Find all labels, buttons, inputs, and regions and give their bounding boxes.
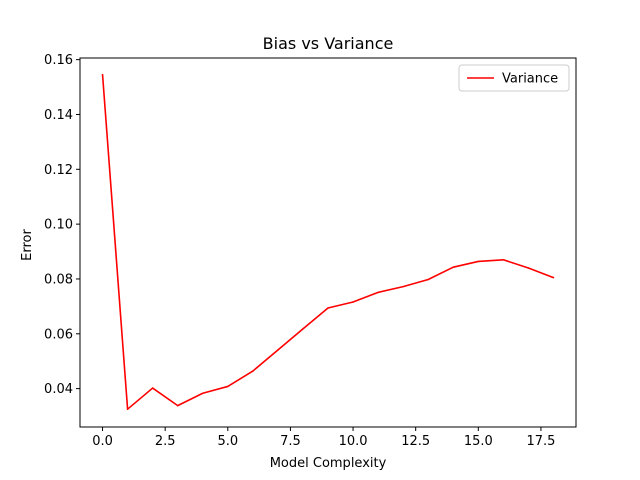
x-tick-label: 15.0 — [464, 434, 493, 449]
y-tick-label: 0.16 — [44, 53, 73, 68]
data-point — [101, 73, 104, 76]
x-tick-label: 0.0 — [92, 434, 113, 449]
y-axis-label: Error — [20, 229, 35, 261]
x-tick-label: 5.0 — [217, 434, 238, 449]
data-point — [477, 260, 480, 263]
plot-area — [79, 57, 577, 428]
data-point — [302, 328, 304, 330]
chart-title: Bias vs Variance — [263, 34, 394, 53]
data-point — [502, 258, 505, 261]
y-tick-label: 0.08 — [44, 272, 73, 287]
y-tick-label: 0.10 — [44, 218, 73, 233]
data-point — [201, 392, 204, 395]
y-tick-label: 0.14 — [44, 108, 73, 123]
data-point — [226, 385, 229, 388]
legend: Variance — [458, 64, 570, 92]
data-point — [176, 404, 179, 407]
legend-box — [458, 64, 570, 92]
data-point — [377, 291, 379, 294]
data-point — [126, 408, 129, 410]
legend-label: Variance — [502, 72, 558, 87]
x-tick-label: 10.0 — [339, 434, 368, 449]
data-point — [427, 278, 430, 281]
x-tick-label: 7.5 — [280, 434, 301, 449]
x-tick-label: 2.5 — [155, 434, 176, 449]
data-point — [252, 370, 254, 372]
data-point — [527, 267, 530, 269]
data-point — [327, 307, 329, 309]
series-layer — [101, 73, 555, 410]
x-axis: 0.0 2.5 5.0 7.5 10.0 12.5 15.0 17.5 — [92, 427, 555, 449]
data-point — [402, 285, 404, 288]
y-axis: 0.04 0.06 0.08 0.10 0.12 0.14 0.16 — [44, 53, 80, 397]
y-tick-label: 0.04 — [44, 382, 73, 397]
y-tick-label: 0.06 — [44, 327, 73, 342]
plot-frame — [79, 57, 577, 428]
x-tick-label: 17.5 — [526, 434, 555, 449]
data-point — [552, 276, 555, 279]
x-tick-label: 12.5 — [401, 434, 430, 449]
y-tick-label: 0.12 — [44, 163, 73, 178]
data-point — [452, 266, 455, 268]
data-point — [277, 349, 279, 351]
data-point — [352, 301, 354, 303]
x-axis-label: Model Complexity — [270, 456, 387, 471]
data-point — [151, 387, 154, 389]
